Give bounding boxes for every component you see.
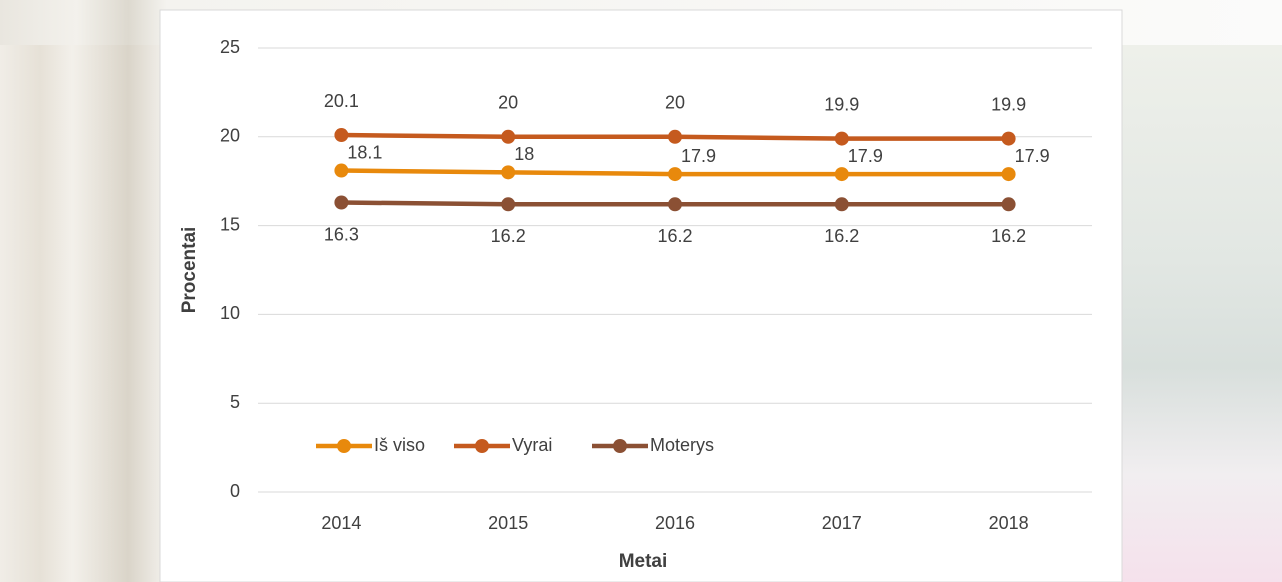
marker [1002,132,1016,146]
legend-label: Vyrai [512,435,552,455]
x-tick-label: 2018 [989,513,1029,533]
data-label: 17.9 [848,146,883,166]
data-label: 20.1 [324,91,359,111]
data-label: 18 [514,144,534,164]
chart: Metai Procentai 0 5 10 15 20 25 2014 2015 2016 20… [0,0,1282,582]
legend-label: Moterys [650,435,714,455]
y-tick-label: 10 [220,303,240,323]
data-label: 18.1 [347,142,382,162]
marker [334,196,348,210]
data-label: 16.2 [491,226,526,246]
data-label: 20 [498,93,518,113]
data-label: 17.9 [1015,146,1050,166]
x-axis-title: Metai [619,551,668,572]
marker [334,164,348,178]
page: {"chart_data": {"type": "line", "x_label… [0,0,1282,582]
y-tick-label: 25 [220,37,240,57]
marker [835,132,849,146]
y-axis-title: Procentai [179,227,200,314]
x-tick-label: 2015 [488,513,528,533]
marker [501,130,515,144]
marker [501,197,515,211]
marker [668,130,682,144]
data-label: 16.2 [991,226,1026,246]
marker [1002,167,1016,181]
marker [835,167,849,181]
x-tick-label: 2014 [321,513,361,533]
data-label: 16.2 [657,226,692,246]
y-tick-label: 20 [220,126,240,146]
data-label: 19.9 [824,94,859,114]
y-tick-label: 5 [230,392,240,412]
data-label: 19.9 [991,94,1026,114]
legend-marker [337,439,351,453]
y-tick-label: 0 [230,481,240,501]
y-tick-label: 15 [220,214,240,234]
marker [501,165,515,179]
marker [668,167,682,181]
data-label: 17.9 [681,146,716,166]
data-label: 20 [665,93,685,113]
legend-marker [475,439,489,453]
legend-label: Iš viso [374,435,425,455]
marker [835,197,849,211]
marker [1002,197,1016,211]
legend-marker [613,439,627,453]
data-label: 16.2 [824,226,859,246]
chart-area [160,10,1122,582]
x-tick-label: 2017 [822,513,862,533]
marker [334,128,348,142]
marker [668,197,682,211]
x-tick-label: 2016 [655,513,695,533]
data-label: 16.3 [324,224,359,244]
